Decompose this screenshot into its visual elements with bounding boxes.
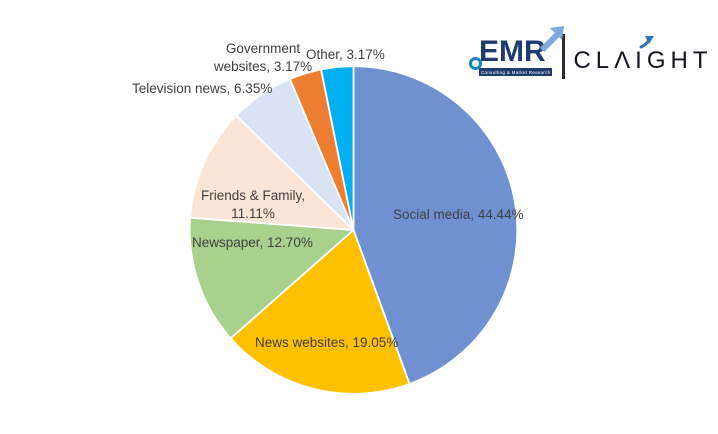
slice-label-friends-family: Friends & Family, 11.11% xyxy=(200,188,306,221)
slice-label-news-websites: News websites, 19.05% xyxy=(255,335,399,350)
slice-label-television-news: Television news, 6.35% xyxy=(132,81,273,96)
emr-wordmark: EMR xyxy=(479,35,546,68)
emr-growth-arrow-icon xyxy=(540,26,565,53)
pie-slice-social-media xyxy=(352,65,519,385)
logo-divider xyxy=(562,34,566,79)
claight-wordmark: CLΛIGHT xyxy=(573,35,712,73)
slice-label-social-media: Social media, 44.44% xyxy=(393,207,524,222)
pie-slice-news-websites xyxy=(229,229,411,395)
claight-arrow-icon xyxy=(639,35,655,48)
pie-slice-other xyxy=(320,65,355,231)
slice-label-other: Other, 3.17% xyxy=(306,47,385,62)
emr-tagline: Consulting & Market Research xyxy=(479,68,553,76)
emr-logo: EMR Consulting & Market Research xyxy=(469,26,565,76)
pie-slice-friends-family xyxy=(189,114,355,231)
slice-label-government-websites: Government websites, 3.17% xyxy=(213,41,313,74)
pie-slice-newspaper xyxy=(188,216,355,340)
emr-ring-icon xyxy=(469,57,482,70)
brand-logo: EMR Consulting & Market Research CLΛIGHT xyxy=(469,26,712,79)
slice-label-newspaper: Newspaper, 12.70% xyxy=(192,235,313,250)
